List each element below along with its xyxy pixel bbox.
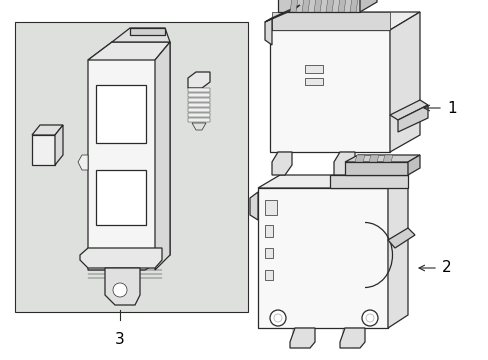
Polygon shape [271, 152, 291, 175]
Polygon shape [359, 0, 376, 12]
Bar [264, 270, 272, 280]
Polygon shape [368, 155, 378, 162]
Polygon shape [249, 192, 258, 220]
Polygon shape [187, 98, 209, 102]
Polygon shape [78, 155, 88, 170]
Bar [305, 78, 323, 85]
Polygon shape [187, 108, 209, 112]
Polygon shape [187, 103, 209, 107]
Polygon shape [112, 28, 170, 42]
Polygon shape [354, 155, 364, 162]
Polygon shape [105, 268, 140, 305]
Polygon shape [278, 0, 359, 12]
Polygon shape [345, 162, 407, 175]
Polygon shape [349, 0, 357, 12]
Polygon shape [333, 152, 354, 175]
Polygon shape [269, 30, 389, 152]
Polygon shape [339, 328, 364, 348]
Bar [96, 85, 146, 143]
Text: 1: 1 [446, 100, 456, 116]
Bar [264, 200, 276, 215]
Circle shape [365, 314, 373, 322]
Polygon shape [289, 0, 297, 12]
Polygon shape [88, 42, 170, 60]
Polygon shape [387, 228, 414, 248]
Bar [264, 248, 272, 258]
Polygon shape [187, 72, 209, 88]
Polygon shape [407, 155, 419, 175]
Bar [15, 22, 247, 312]
Polygon shape [258, 188, 387, 328]
Bar [264, 225, 272, 237]
Polygon shape [397, 105, 427, 132]
Polygon shape [187, 88, 209, 92]
Circle shape [361, 310, 377, 326]
Circle shape [113, 283, 127, 297]
Polygon shape [130, 28, 164, 35]
Polygon shape [313, 0, 321, 12]
Polygon shape [187, 93, 209, 97]
Polygon shape [389, 12, 419, 152]
Polygon shape [32, 135, 55, 165]
Polygon shape [345, 155, 419, 162]
Polygon shape [80, 248, 162, 268]
Bar [96, 170, 146, 225]
Polygon shape [325, 0, 333, 12]
Polygon shape [329, 175, 407, 188]
Text: 3: 3 [115, 332, 124, 347]
Polygon shape [337, 0, 346, 12]
Polygon shape [155, 42, 170, 270]
Polygon shape [264, 5, 299, 22]
Circle shape [269, 310, 285, 326]
Polygon shape [88, 42, 170, 270]
Polygon shape [289, 328, 314, 348]
Bar [305, 65, 323, 73]
Polygon shape [389, 100, 427, 120]
Polygon shape [271, 12, 389, 30]
Polygon shape [387, 175, 407, 328]
Polygon shape [302, 0, 309, 12]
Polygon shape [269, 12, 419, 30]
Polygon shape [192, 123, 205, 130]
Polygon shape [264, 18, 271, 45]
Polygon shape [187, 113, 209, 117]
Polygon shape [258, 175, 407, 188]
Polygon shape [187, 118, 209, 122]
Polygon shape [32, 125, 63, 135]
Text: 2: 2 [441, 261, 451, 275]
Polygon shape [382, 155, 392, 162]
Polygon shape [55, 125, 63, 165]
Circle shape [273, 314, 282, 322]
